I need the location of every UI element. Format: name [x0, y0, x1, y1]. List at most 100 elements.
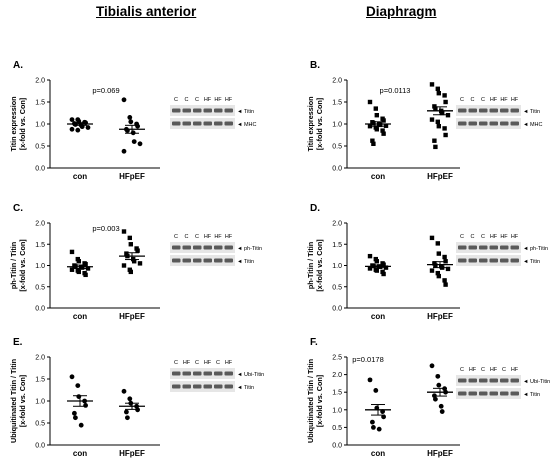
data-point [445, 266, 451, 272]
data-point [121, 148, 127, 154]
data-point [381, 118, 386, 123]
blot-strip [170, 368, 235, 379]
data-point [436, 91, 441, 96]
blot-band [224, 121, 233, 126]
blot-band [224, 258, 233, 263]
y-tick-label: 0.5 [332, 425, 342, 432]
blot-band [203, 258, 212, 263]
blot-lane-label: C [502, 367, 506, 373]
blot-band [479, 245, 488, 250]
data-point [435, 119, 440, 124]
blot-band [172, 371, 181, 376]
y-tick-label: 2.0 [35, 78, 45, 85]
data-point [367, 377, 373, 383]
blot-band [479, 378, 488, 383]
blot-band [182, 108, 191, 113]
x-category-label: con [73, 312, 87, 321]
blot-lane-label: C [460, 234, 464, 240]
blot-lane-label: C [185, 97, 189, 103]
blot-lane-label: HF [511, 367, 519, 373]
y-axis-label: [x-fold vs. Con] [18, 375, 27, 427]
data-point [132, 259, 137, 264]
data-point [381, 414, 386, 420]
data-point [376, 426, 382, 432]
panel-f: F. 0.0 0.5 1.0 1.5 2.0 2.5 Ubiquitinated Titin … [306, 337, 550, 458]
blot-band [193, 108, 202, 113]
blot-band [458, 121, 467, 126]
blot-lane-label: HF [204, 234, 212, 240]
blot-band [172, 258, 181, 263]
blot-strip [456, 105, 521, 116]
data-point [72, 410, 77, 416]
data-point [442, 278, 447, 283]
y-tick-label: 2.0 [35, 221, 45, 228]
blot-band [193, 258, 202, 263]
blot-band [458, 258, 467, 263]
panel-label: C. [13, 203, 23, 214]
p-value-annotation: p=0.069 [92, 86, 119, 95]
data-point [128, 242, 133, 247]
blot-band [479, 391, 488, 396]
x-category-label: con [73, 172, 87, 181]
data-point [432, 138, 437, 143]
y-axis-label: Ubiquitinated Titin / Titin [306, 359, 315, 443]
data-point [373, 106, 378, 111]
blot-strip [170, 381, 235, 392]
data-point [374, 268, 379, 273]
data-point [429, 363, 435, 369]
blot-band [172, 121, 181, 126]
data-point [429, 268, 435, 273]
data-point [374, 127, 379, 132]
data-point [442, 93, 447, 98]
blot-band [182, 371, 191, 376]
blot-band [510, 245, 519, 250]
blot-band [468, 121, 477, 126]
blot-lane-label: HF [500, 97, 508, 103]
y-tick-label: 0.0 [332, 443, 342, 450]
data-point [367, 253, 373, 259]
blot-band-label: ◄ Titin [523, 109, 540, 115]
blot-lane-label: C [471, 234, 475, 240]
blot-lane-label: HF [204, 97, 212, 103]
blot-lane-label: HF [490, 97, 498, 103]
blot-band-label: ◄ Titin [523, 259, 540, 265]
data-point [83, 262, 88, 267]
blot-lane-label: HF [511, 234, 519, 240]
y-tick-label: 2.0 [332, 221, 342, 228]
data-point [435, 270, 440, 276]
y-axis-label: ph-Titin / Titin [306, 242, 315, 289]
data-point [371, 141, 376, 146]
blot-lane-label: C [174, 360, 178, 366]
data-point [439, 409, 445, 414]
data-point [440, 110, 445, 116]
y-tick-label: 0.5 [35, 421, 45, 428]
blot-strip [170, 255, 235, 266]
data-point [436, 382, 442, 388]
data-point [433, 263, 438, 268]
blot-lane-label: C [174, 97, 178, 103]
data-point [374, 113, 379, 118]
data-point [445, 113, 451, 118]
blot-band [224, 384, 233, 389]
data-point [373, 388, 379, 393]
y-tick-label: 1.0 [35, 263, 45, 270]
blot-lane-label: C [185, 234, 189, 240]
x-category-label: HFpEF [427, 172, 453, 181]
panel-b: B. 0.0 0.5 1.0 1.5 2.0 Titin expression [x-fold… [306, 60, 543, 181]
blot-band [510, 121, 519, 126]
blot-band [500, 245, 509, 250]
data-point [127, 235, 132, 241]
data-point [69, 249, 75, 255]
y-tick-label: 2.0 [332, 78, 342, 85]
blot-band [500, 378, 509, 383]
x-category-label: HFpEF [119, 172, 145, 181]
data-point [124, 409, 129, 415]
x-category-label: con [371, 172, 385, 181]
blot-band [214, 384, 223, 389]
data-point [442, 254, 447, 260]
data-point [85, 266, 91, 271]
blot-strip [456, 118, 521, 129]
blot-band [468, 245, 477, 250]
